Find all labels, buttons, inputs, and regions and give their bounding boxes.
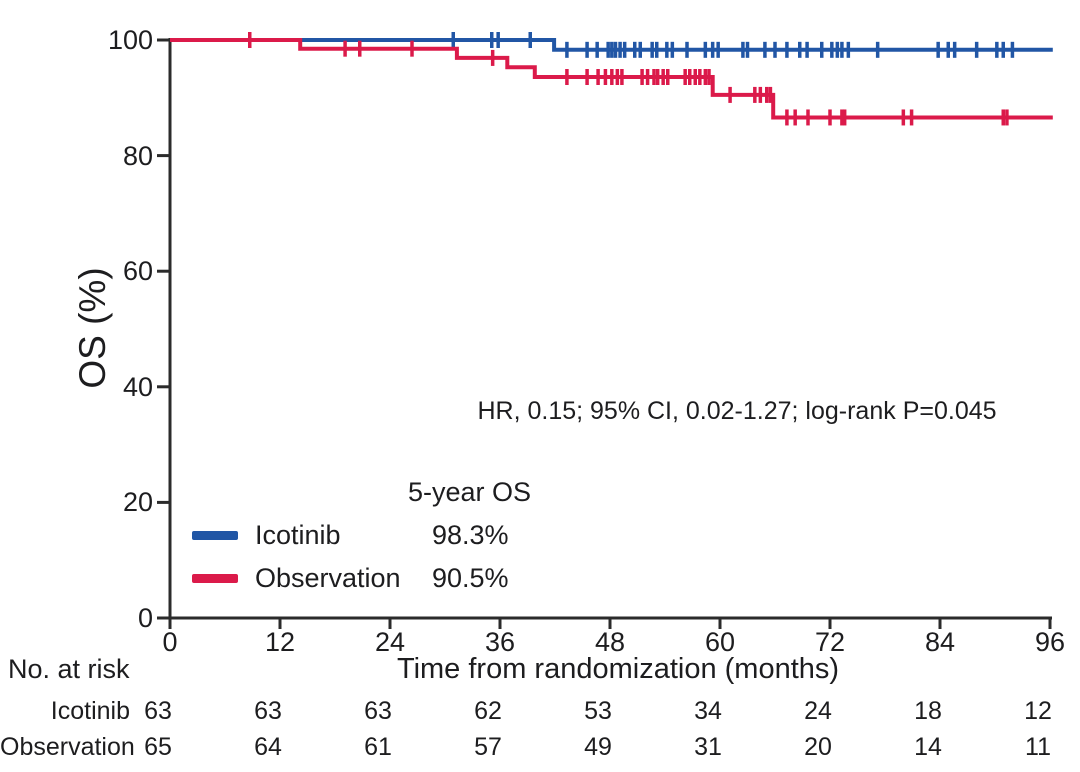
x-tick-label: 12 — [264, 627, 296, 657]
risk-count: 63 — [364, 697, 392, 725]
y-tick-label: 100 — [107, 25, 153, 55]
x-tick-label: 48 — [594, 627, 626, 657]
risk-table-label: No. at risk — [8, 654, 130, 684]
risk-count: 64 — [254, 733, 282, 761]
legend-value-icotinib: 98.3% — [432, 520, 509, 550]
risk-count: 12 — [1024, 697, 1052, 725]
icotinib-line-swatch — [192, 531, 238, 540]
y-tick-label: 80 — [122, 140, 153, 171]
y-tick-label: 60 — [122, 256, 153, 287]
risk-row-name-observation: Observation — [0, 733, 135, 761]
y-tick-label: 40 — [122, 371, 153, 402]
risk-count: 63 — [254, 697, 282, 725]
risk-count: 63 — [144, 697, 172, 725]
x-tick-label: 84 — [924, 627, 956, 657]
x-tick-label: 96 — [1034, 627, 1066, 657]
icotinib-survival-curve — [170, 38, 1053, 52]
risk-count: 57 — [474, 733, 502, 761]
x-axis-title: Time from randomization (months) — [396, 653, 840, 685]
risk-count: 62 — [474, 697, 502, 725]
legend-header: 5-year OS — [408, 477, 532, 507]
x-tick-label: 24 — [374, 627, 406, 657]
x-tick-label: 60 — [704, 627, 736, 657]
observation-survival-curve — [170, 38, 1053, 120]
legend-value-observation: 90.5% — [432, 563, 509, 593]
x-tick-label: 36 — [484, 627, 516, 657]
risk-count: 53 — [584, 697, 612, 725]
risk-count: 14 — [914, 733, 942, 761]
legend-label-icotinib: Icotinib — [255, 520, 341, 550]
risk-count: 20 — [804, 733, 832, 761]
x-tick-label: 72 — [814, 627, 846, 657]
y-tick-label: 0 — [137, 603, 153, 633]
legend-label-observation: Observation — [255, 563, 401, 593]
observation-line-swatch — [192, 574, 238, 583]
hazard-ratio-annotation: HR, 0.15; 95% CI, 0.02-1.27; log-rank P=… — [477, 397, 997, 425]
risk-count: 65 — [144, 733, 172, 761]
risk-count: 24 — [804, 697, 832, 725]
risk-count: 31 — [694, 733, 722, 761]
risk-row-name-icotinib: Icotinib — [50, 697, 130, 725]
risk-count: 34 — [694, 697, 722, 725]
risk-count: 49 — [584, 733, 612, 761]
risk-count: 11 — [1025, 733, 1051, 761]
y-tick-label: 20 — [122, 487, 153, 518]
x-tick-label: 0 — [162, 627, 178, 657]
risk-count: 61 — [364, 733, 392, 761]
risk-count: 18 — [914, 697, 942, 725]
